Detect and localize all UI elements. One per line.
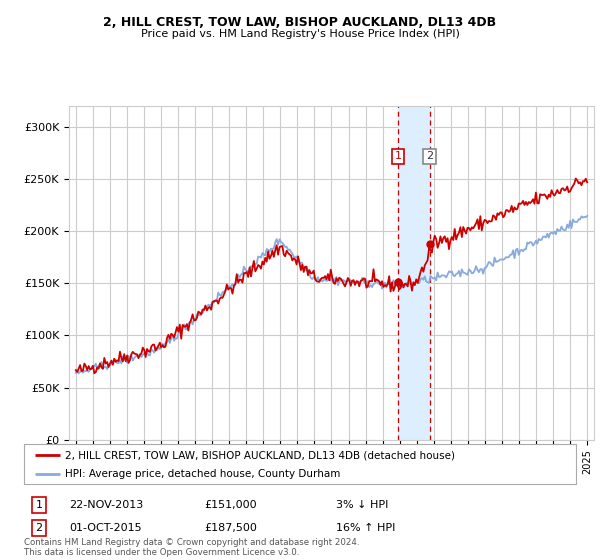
- Text: 2, HILL CREST, TOW LAW, BISHOP AUCKLAND, DL13 4DB: 2, HILL CREST, TOW LAW, BISHOP AUCKLAND,…: [103, 16, 497, 29]
- Text: 22-NOV-2013: 22-NOV-2013: [69, 500, 143, 510]
- Text: 2: 2: [35, 523, 43, 533]
- Text: HPI: Average price, detached house, County Durham: HPI: Average price, detached house, Coun…: [65, 469, 341, 479]
- Text: 2, HILL CREST, TOW LAW, BISHOP AUCKLAND, DL13 4DB (detached house): 2, HILL CREST, TOW LAW, BISHOP AUCKLAND,…: [65, 450, 455, 460]
- Text: 2: 2: [426, 151, 433, 161]
- Bar: [398, 106, 430, 440]
- Text: £187,500: £187,500: [204, 523, 257, 533]
- Text: 3% ↓ HPI: 3% ↓ HPI: [336, 500, 388, 510]
- Text: £151,000: £151,000: [204, 500, 257, 510]
- Text: 16% ↑ HPI: 16% ↑ HPI: [336, 523, 395, 533]
- Text: 01-OCT-2015: 01-OCT-2015: [69, 523, 142, 533]
- Text: 1: 1: [394, 151, 401, 161]
- Text: Price paid vs. HM Land Registry's House Price Index (HPI): Price paid vs. HM Land Registry's House …: [140, 29, 460, 39]
- Text: 1: 1: [35, 500, 43, 510]
- Text: Contains HM Land Registry data © Crown copyright and database right 2024.
This d: Contains HM Land Registry data © Crown c…: [24, 538, 359, 557]
